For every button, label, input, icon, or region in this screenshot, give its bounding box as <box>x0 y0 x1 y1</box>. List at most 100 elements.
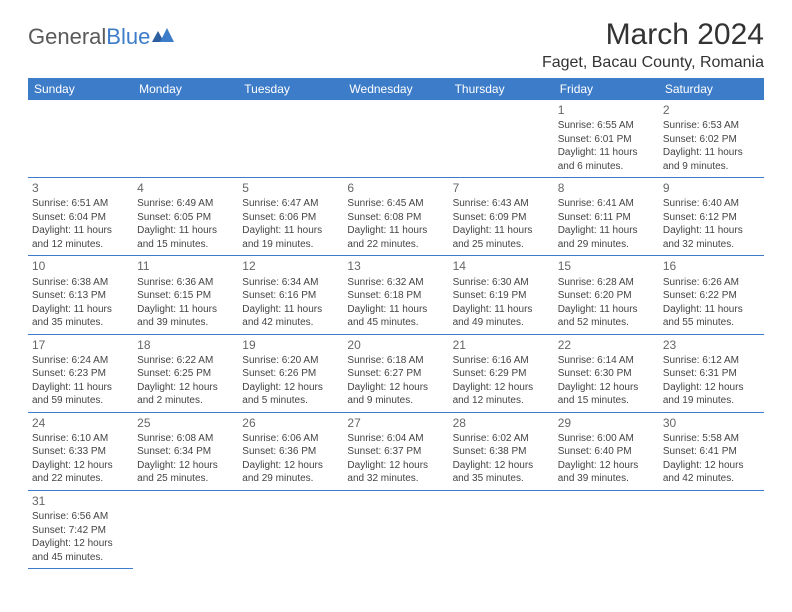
daylight-text: Daylight: 12 hours and 32 minutes. <box>347 459 444 486</box>
calendar-row: 17Sunrise: 6:24 AMSunset: 6:23 PMDayligh… <box>28 334 764 412</box>
calendar-cell: 1Sunrise: 6:55 AMSunset: 6:01 PMDaylight… <box>554 100 659 178</box>
sunrise-text: Sunrise: 6:45 AM <box>347 197 444 211</box>
sunset-text: Sunset: 6:37 PM <box>347 445 444 459</box>
sunset-text: Sunset: 6:33 PM <box>32 445 129 459</box>
sunset-text: Sunset: 6:27 PM <box>347 367 444 381</box>
daylight-text: Daylight: 11 hours and 32 minutes. <box>663 224 760 251</box>
day-number: 30 <box>663 415 760 431</box>
daylight-text: Daylight: 11 hours and 59 minutes. <box>32 381 129 408</box>
calendar-cell: 7Sunrise: 6:43 AMSunset: 6:09 PMDaylight… <box>449 178 554 256</box>
daylight-text: Daylight: 11 hours and 25 minutes. <box>453 224 550 251</box>
day-number: 14 <box>453 258 550 274</box>
daylight-text: Daylight: 12 hours and 5 minutes. <box>242 381 339 408</box>
sunrise-text: Sunrise: 6:12 AM <box>663 354 760 368</box>
sunset-text: Sunset: 6:04 PM <box>32 211 129 225</box>
sunrise-text: Sunrise: 6:36 AM <box>137 276 234 290</box>
weekday-header: Friday <box>554 78 659 100</box>
sunset-text: Sunset: 6:06 PM <box>242 211 339 225</box>
calendar-cell: 14Sunrise: 6:30 AMSunset: 6:19 PMDayligh… <box>449 256 554 334</box>
sunrise-text: Sunrise: 5:58 AM <box>663 432 760 446</box>
calendar-cell: 8Sunrise: 6:41 AMSunset: 6:11 PMDaylight… <box>554 178 659 256</box>
sunset-text: Sunset: 6:30 PM <box>558 367 655 381</box>
calendar-cell: 2Sunrise: 6:53 AMSunset: 6:02 PMDaylight… <box>659 100 764 178</box>
day-number: 31 <box>32 493 129 509</box>
weekday-header: Saturday <box>659 78 764 100</box>
sunset-text: Sunset: 6:18 PM <box>347 289 444 303</box>
sunset-text: Sunset: 6:12 PM <box>663 211 760 225</box>
daylight-text: Daylight: 11 hours and 19 minutes. <box>242 224 339 251</box>
daylight-text: Daylight: 12 hours and 42 minutes. <box>663 459 760 486</box>
logo: GeneralBlue <box>28 24 174 50</box>
sunset-text: Sunset: 6:41 PM <box>663 445 760 459</box>
sunrise-text: Sunrise: 6:26 AM <box>663 276 760 290</box>
day-number: 28 <box>453 415 550 431</box>
sunset-text: Sunset: 6:01 PM <box>558 133 655 147</box>
calendar-cell: 31Sunrise: 6:56 AMSunset: 7:42 PMDayligh… <box>28 490 133 568</box>
calendar-cell: 25Sunrise: 6:08 AMSunset: 6:34 PMDayligh… <box>133 412 238 490</box>
calendar-row: 24Sunrise: 6:10 AMSunset: 6:33 PMDayligh… <box>28 412 764 490</box>
calendar-cell: 16Sunrise: 6:26 AMSunset: 6:22 PMDayligh… <box>659 256 764 334</box>
calendar-cell: 4Sunrise: 6:49 AMSunset: 6:05 PMDaylight… <box>133 178 238 256</box>
sunrise-text: Sunrise: 6:00 AM <box>558 432 655 446</box>
sunrise-text: Sunrise: 6:53 AM <box>663 119 760 133</box>
calendar-cell: 13Sunrise: 6:32 AMSunset: 6:18 PMDayligh… <box>343 256 448 334</box>
sunset-text: Sunset: 7:42 PM <box>32 524 129 538</box>
sunset-text: Sunset: 6:19 PM <box>453 289 550 303</box>
sunset-text: Sunset: 6:38 PM <box>453 445 550 459</box>
calendar-cell: 9Sunrise: 6:40 AMSunset: 6:12 PMDaylight… <box>659 178 764 256</box>
calendar-table: Sunday Monday Tuesday Wednesday Thursday… <box>28 78 764 569</box>
daylight-text: Daylight: 12 hours and 39 minutes. <box>558 459 655 486</box>
sunrise-text: Sunrise: 6:40 AM <box>663 197 760 211</box>
calendar-cell: 22Sunrise: 6:14 AMSunset: 6:30 PMDayligh… <box>554 334 659 412</box>
calendar-cell: 28Sunrise: 6:02 AMSunset: 6:38 PMDayligh… <box>449 412 554 490</box>
calendar-cell: 15Sunrise: 6:28 AMSunset: 6:20 PMDayligh… <box>554 256 659 334</box>
sunset-text: Sunset: 6:05 PM <box>137 211 234 225</box>
daylight-text: Daylight: 11 hours and 35 minutes. <box>32 303 129 330</box>
daylight-text: Daylight: 12 hours and 35 minutes. <box>453 459 550 486</box>
flag-icon <box>152 24 174 50</box>
sunset-text: Sunset: 6:34 PM <box>137 445 234 459</box>
daylight-text: Daylight: 11 hours and 39 minutes. <box>137 303 234 330</box>
sunset-text: Sunset: 6:36 PM <box>242 445 339 459</box>
calendar-cell: 19Sunrise: 6:20 AMSunset: 6:26 PMDayligh… <box>238 334 343 412</box>
day-number: 26 <box>242 415 339 431</box>
daylight-text: Daylight: 11 hours and 55 minutes. <box>663 303 760 330</box>
day-number: 23 <box>663 337 760 353</box>
daylight-text: Daylight: 12 hours and 12 minutes. <box>453 381 550 408</box>
day-number: 7 <box>453 180 550 196</box>
calendar-cell: 27Sunrise: 6:04 AMSunset: 6:37 PMDayligh… <box>343 412 448 490</box>
calendar-cell: 3Sunrise: 6:51 AMSunset: 6:04 PMDaylight… <box>28 178 133 256</box>
calendar-row: 3Sunrise: 6:51 AMSunset: 6:04 PMDaylight… <box>28 178 764 256</box>
day-number: 8 <box>558 180 655 196</box>
calendar-cell: 18Sunrise: 6:22 AMSunset: 6:25 PMDayligh… <box>133 334 238 412</box>
daylight-text: Daylight: 12 hours and 29 minutes. <box>242 459 339 486</box>
sunrise-text: Sunrise: 6:55 AM <box>558 119 655 133</box>
day-number: 12 <box>242 258 339 274</box>
sunset-text: Sunset: 6:13 PM <box>32 289 129 303</box>
calendar-cell <box>238 100 343 178</box>
calendar-row: 31Sunrise: 6:56 AMSunset: 7:42 PMDayligh… <box>28 490 764 568</box>
calendar-body: 1Sunrise: 6:55 AMSunset: 6:01 PMDaylight… <box>28 100 764 569</box>
weekday-header: Tuesday <box>238 78 343 100</box>
sunset-text: Sunset: 6:26 PM <box>242 367 339 381</box>
daylight-text: Daylight: 12 hours and 22 minutes. <box>32 459 129 486</box>
sunrise-text: Sunrise: 6:16 AM <box>453 354 550 368</box>
daylight-text: Daylight: 11 hours and 49 minutes. <box>453 303 550 330</box>
day-number: 2 <box>663 102 760 118</box>
day-number: 20 <box>347 337 444 353</box>
sunrise-text: Sunrise: 6:51 AM <box>32 197 129 211</box>
logo-text-blue: Blue <box>106 24 150 50</box>
sunset-text: Sunset: 6:16 PM <box>242 289 339 303</box>
day-number: 22 <box>558 337 655 353</box>
weekday-header-row: Sunday Monday Tuesday Wednesday Thursday… <box>28 78 764 100</box>
daylight-text: Daylight: 12 hours and 15 minutes. <box>558 381 655 408</box>
day-number: 29 <box>558 415 655 431</box>
day-number: 19 <box>242 337 339 353</box>
sunrise-text: Sunrise: 6:38 AM <box>32 276 129 290</box>
sunrise-text: Sunrise: 6:24 AM <box>32 354 129 368</box>
calendar-cell: 20Sunrise: 6:18 AMSunset: 6:27 PMDayligh… <box>343 334 448 412</box>
sunrise-text: Sunrise: 6:56 AM <box>32 510 129 524</box>
daylight-text: Daylight: 11 hours and 6 minutes. <box>558 146 655 173</box>
sunset-text: Sunset: 6:08 PM <box>347 211 444 225</box>
title-block: March 2024 Faget, Bacau County, Romania <box>542 18 764 72</box>
